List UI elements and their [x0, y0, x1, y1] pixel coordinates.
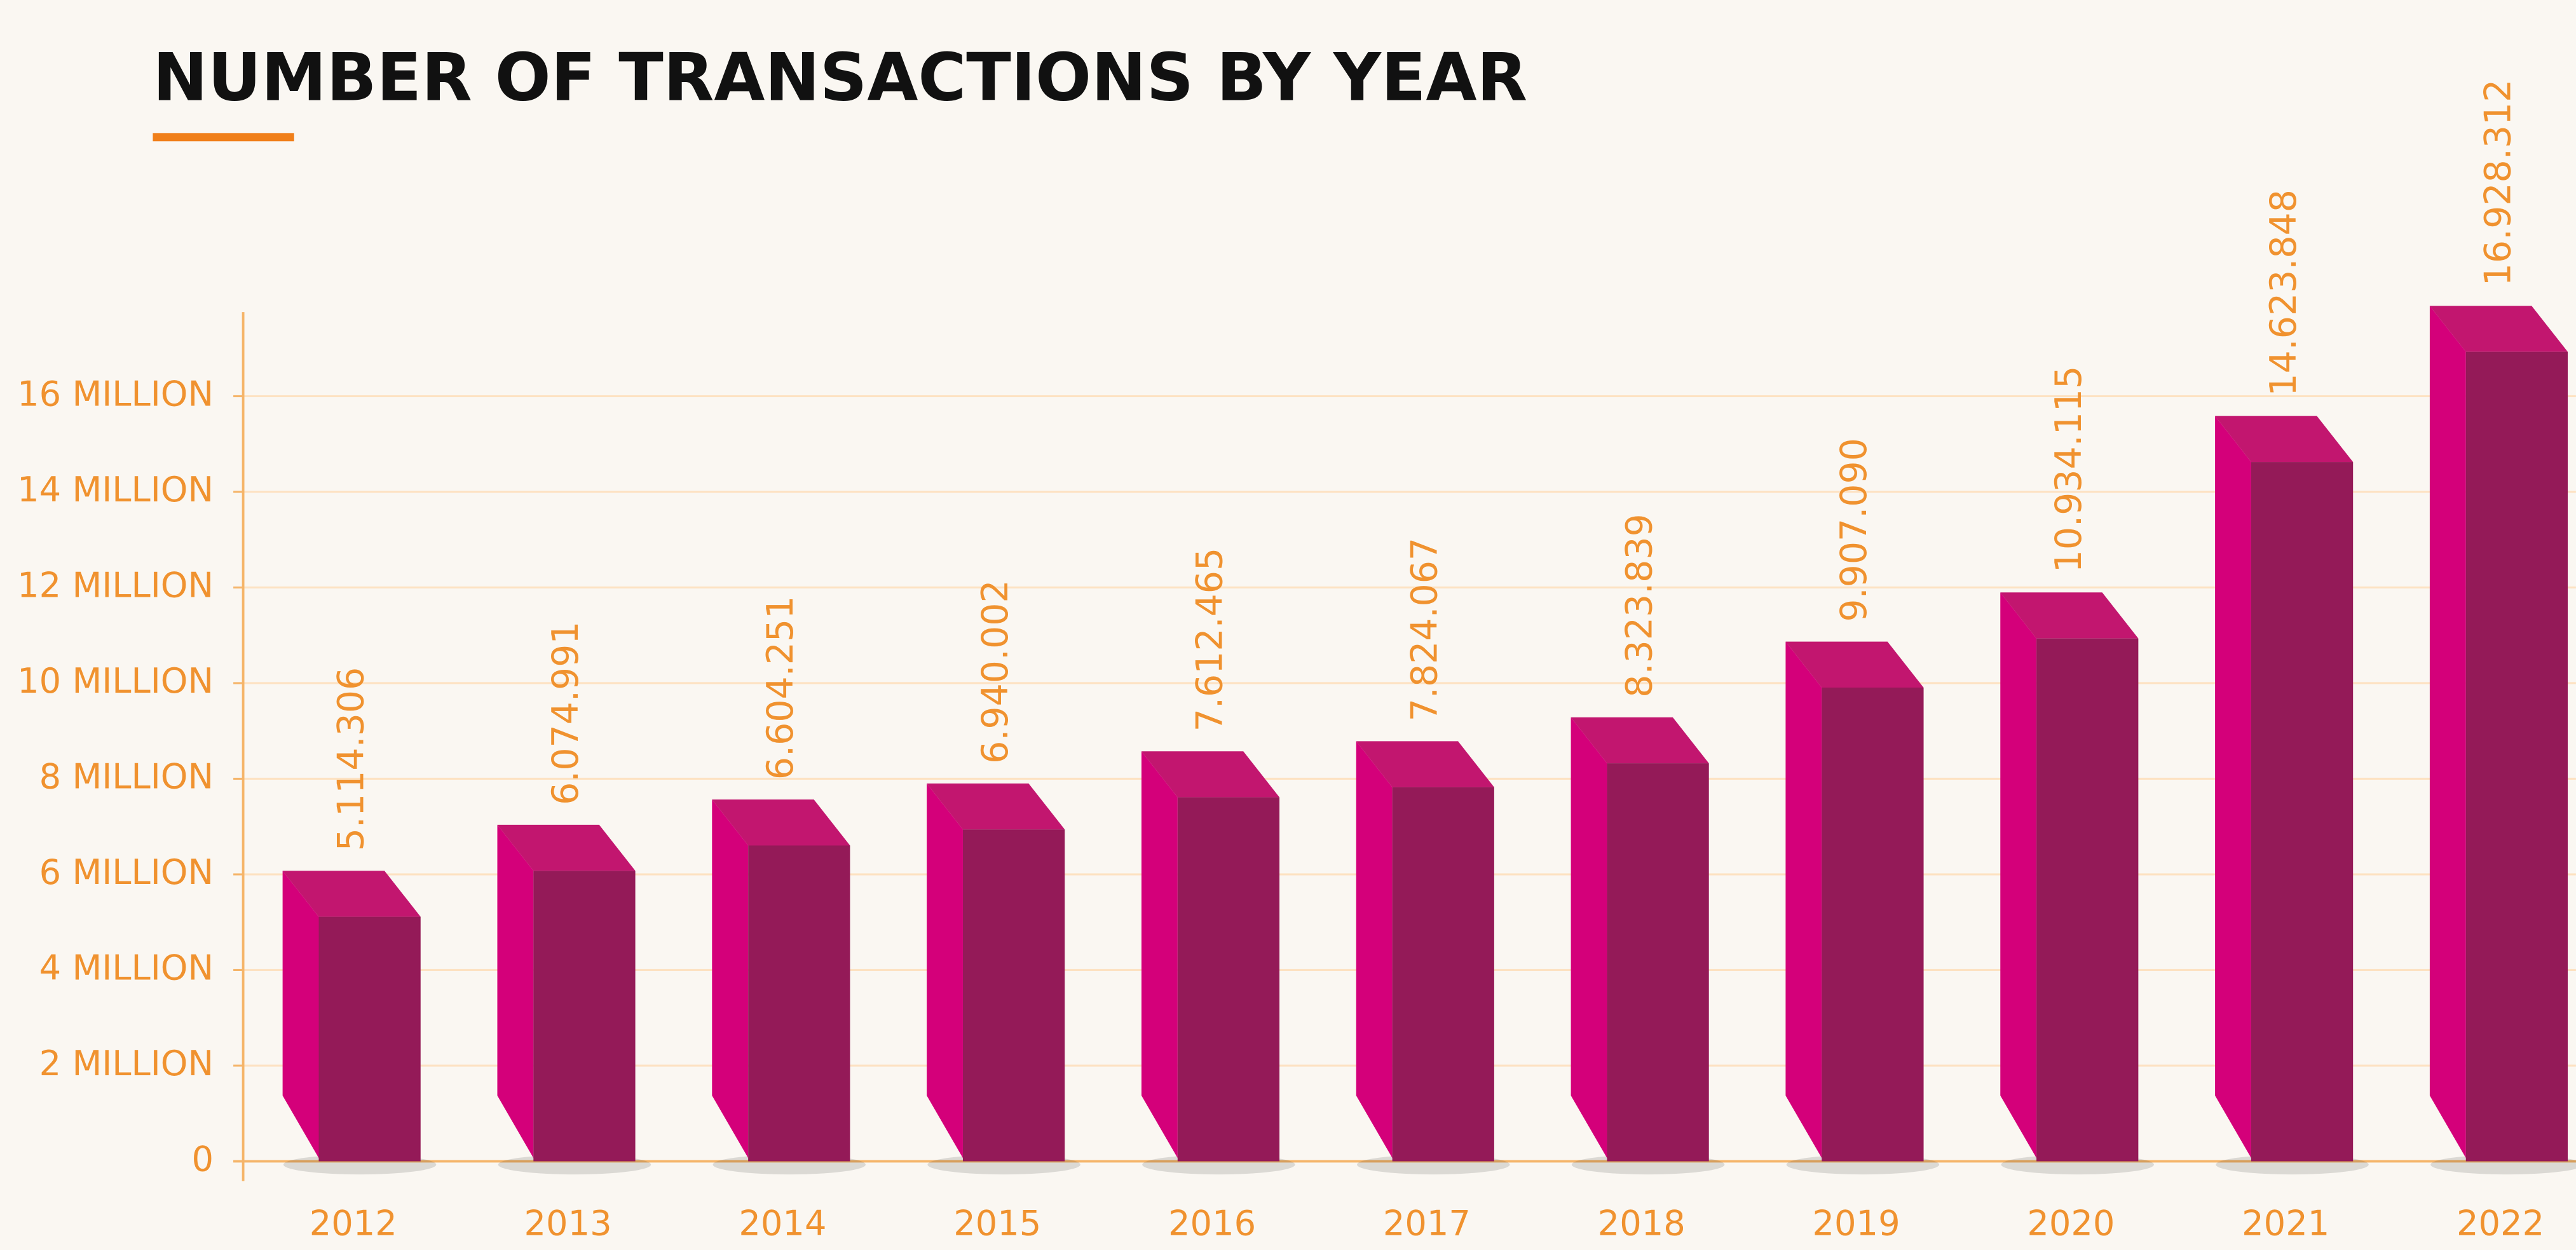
bar-top [1571, 717, 1709, 764]
x-tick-label: 2020 [2027, 1203, 2115, 1243]
bar [533, 871, 636, 1162]
y-tick-label: 10 MILLION [17, 661, 214, 701]
value-label: 8.323.839 [1618, 513, 1660, 697]
y-tick-label: 2 MILLION [39, 1043, 214, 1084]
value-label: 5.114.306 [330, 667, 372, 851]
bar-side [712, 799, 749, 1158]
bar-top [927, 783, 1065, 830]
bar-side [1571, 717, 1607, 1158]
value-label: 9.907.090 [1833, 438, 1875, 622]
value-label: 7.612.465 [1189, 548, 1231, 731]
bar [748, 845, 850, 1162]
y-tick-label: 6 MILLION [39, 852, 214, 892]
y-tick-label: 12 MILLION [17, 566, 214, 606]
x-tick-label: 2014 [739, 1203, 826, 1243]
y-tick-label: 14 MILLION [17, 470, 214, 510]
x-tick-label: 2022 [2457, 1203, 2544, 1243]
bar [962, 829, 1065, 1162]
bar [2251, 462, 2354, 1162]
bar [2465, 351, 2568, 1162]
value-label: 6.074.991 [545, 622, 587, 805]
bar-side [1356, 741, 1393, 1158]
bar-top [1356, 741, 1494, 787]
bar-side [497, 824, 534, 1158]
y-tick-label: 4 MILLION [39, 948, 214, 988]
bar-top [1785, 641, 1924, 688]
x-tick-label: 2019 [1813, 1203, 1900, 1243]
bar-top [2429, 306, 2568, 352]
x-tick-label: 2012 [310, 1203, 397, 1243]
bar-side [2000, 592, 2037, 1158]
x-tick-label: 2013 [524, 1203, 612, 1243]
x-tick-label: 2015 [953, 1203, 1041, 1243]
value-label: 10.934.115 [2048, 366, 2090, 573]
value-label: 6.604.251 [760, 596, 801, 780]
y-tick-label: 0 [192, 1139, 214, 1179]
bar [318, 916, 421, 1162]
y-tick-label: 16 MILLION [17, 374, 214, 414]
bar-top [2215, 416, 2354, 463]
value-label: 6.940.002 [974, 580, 1016, 763]
bar-side [282, 871, 319, 1158]
x-tick-label: 2017 [1383, 1203, 1471, 1243]
value-label: 14.623.848 [2263, 189, 2305, 397]
x-tick-label: 2018 [1598, 1203, 1686, 1243]
bar-side [1141, 751, 1178, 1158]
chart-title: NUMBER OF TRANSACTIONS BY YEAR [153, 40, 1527, 116]
bar [1392, 787, 1494, 1162]
bar [2036, 638, 2139, 1162]
bar-top [282, 871, 421, 917]
bar-side [2215, 416, 2251, 1158]
bar [1607, 763, 1709, 1162]
x-tick-label: 2016 [1168, 1203, 1256, 1243]
bar-top [1141, 751, 1280, 798]
y-tick-label: 8 MILLION [39, 757, 214, 797]
x-tick-label: 2021 [2242, 1203, 2329, 1243]
bar-side [927, 783, 963, 1158]
bar [1177, 797, 1280, 1162]
value-label: 7.824.067 [1404, 538, 1446, 721]
bar-side [2429, 306, 2466, 1158]
bar-top [2000, 592, 2139, 639]
title-underline [153, 133, 294, 142]
bar [1822, 687, 1924, 1162]
bar-top [712, 799, 850, 846]
bar-top [497, 824, 636, 871]
value-label: 16.928.312 [2477, 79, 2519, 287]
bar-side [1785, 641, 1822, 1158]
